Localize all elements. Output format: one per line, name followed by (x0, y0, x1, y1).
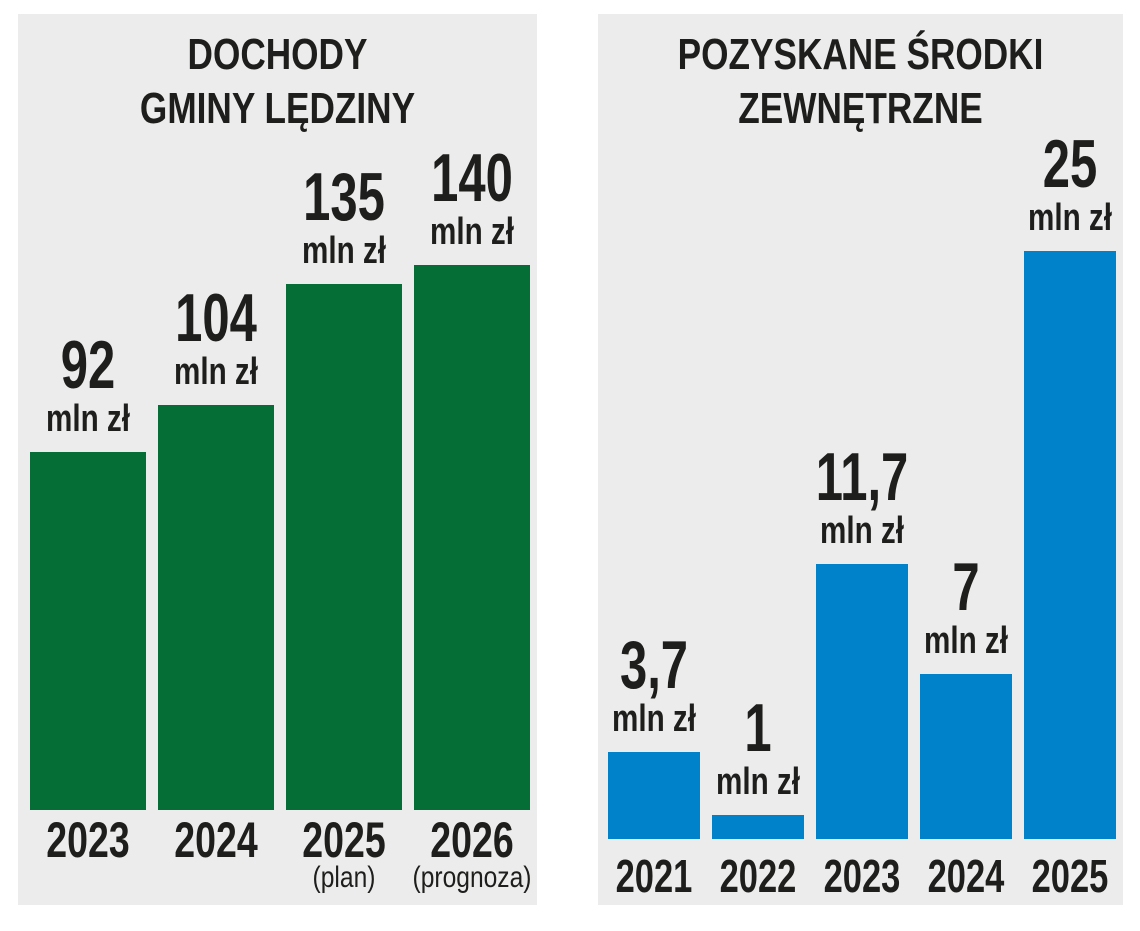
x-axis-year-label: 2025 (302, 812, 386, 868)
bar-value-group: 11,7 mln zł (702, 438, 1022, 553)
bar-column-2023-right: 11,7 mln zł 2023 (816, 14, 909, 905)
bar-value-group: 140 mln zł (312, 139, 632, 254)
bar-unit-label: mln zł (302, 230, 386, 273)
bar-value-label: 3,7 (619, 626, 689, 703)
bar-unit-label: mln zł (46, 398, 130, 441)
income-chart-panel: DOCHODY GMINY LĘDZINY 92 mln zł 2023 104… (18, 14, 537, 905)
bar-column-2026-forecast: 140 mln zł 2026 (prognoza) (413, 14, 532, 905)
x-axis-year-label: 2024 (174, 812, 258, 868)
bar-2023 (30, 452, 146, 810)
bar-2022 (712, 815, 804, 839)
bar-value-group: 92 mln zł (0, 326, 248, 441)
bar-value-group: 25 mln zł (910, 125, 1140, 240)
bar-value-label: 1 (744, 689, 772, 766)
bar-unit-label: mln zł (1028, 197, 1112, 240)
bar-value-label: 11,7 (815, 438, 909, 515)
bar-value-group: 104 mln zł (56, 279, 376, 394)
external-funds-title-line1: POZYSKANE ŚRODKI (677, 30, 1044, 79)
external-funds-chart-panel: POZYSKANE ŚRODKI ZEWNĘTRZNE 3,7 mln zł 2… (598, 14, 1123, 905)
income-chart-title-line1: DOCHODY (187, 30, 368, 79)
bar-2024 (158, 405, 274, 810)
bar-column-2024: 104 mln zł 2024 (158, 14, 274, 905)
bar-value-label: 92 (60, 326, 116, 403)
bar-column-2023: 92 mln zł 2023 (30, 14, 146, 905)
bar-column-2022: 1 mln zł 2022 (712, 14, 804, 905)
x-axis-year-label: 2023 (823, 850, 901, 902)
bar-2026-forecast (414, 265, 530, 810)
bar-2025-plan (286, 284, 402, 810)
bar-value-label: 7 (952, 548, 980, 625)
bar-unit-label: mln zł (612, 698, 696, 741)
bar-column-2025-right: 25 mln zł 2025 (1024, 14, 1116, 905)
bar-value-label: 140 (431, 139, 513, 216)
x-axis-year-label: 2022 (719, 850, 797, 902)
bar-value-label: 25 (1042, 125, 1098, 202)
external-funds-chart-title: POZYSKANE ŚRODKI ZEWNĘTRZNE (651, 28, 1071, 136)
bar-column-2024-right: 7 mln zł 2024 (920, 14, 1012, 905)
bar-value-label: 104 (175, 279, 257, 356)
x-axis-year-label: 2025 (1031, 850, 1109, 902)
x-axis-note-label: (plan) (312, 861, 376, 894)
external-funds-title-line2: ZEWNĘTRZNE (738, 84, 983, 134)
bar-column-2021: 3,7 mln zł 2021 (608, 14, 700, 905)
bar-2023-right (816, 564, 908, 839)
bar-value-group: 3,7 mln zł (494, 626, 814, 741)
x-axis-year-label: 2021 (615, 850, 693, 902)
income-chart-title: DOCHODY GMINY LĘDZINY (70, 28, 485, 136)
x-axis-year-label: 2024 (927, 850, 1005, 902)
bar-2024-right (920, 674, 1012, 839)
bar-unit-label: mln zł (924, 620, 1008, 663)
bar-2025-right (1024, 251, 1116, 839)
bar-unit-label: mln zł (820, 510, 904, 553)
x-axis-year-label: 2023 (46, 812, 130, 868)
bar-value-group: 135 mln zł (184, 158, 504, 273)
bar-2021 (608, 752, 700, 839)
income-chart-title-line2: GMINY LĘDZINY (139, 84, 416, 134)
bar-value-group: 1 mln zł (598, 689, 918, 804)
x-axis-note-label: (prognoza) (412, 861, 532, 894)
bar-value-label: 135 (303, 158, 385, 235)
bar-unit-label: mln zł (716, 761, 800, 804)
bar-unit-label: mln zł (430, 211, 514, 254)
x-axis-year-label: 2026 (430, 812, 514, 868)
bar-value-group: 7 mln zł (806, 548, 1126, 663)
bar-unit-label: mln zł (174, 351, 258, 394)
bar-column-2025-plan: 135 mln zł 2025 (plan) (286, 14, 402, 905)
